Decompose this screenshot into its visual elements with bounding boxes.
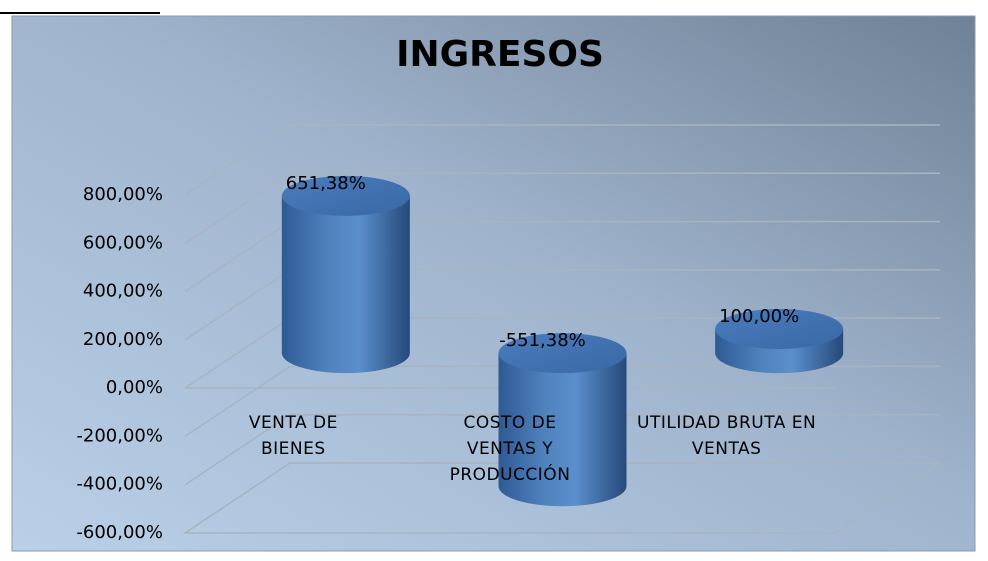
value-label: -551,38% <box>499 330 586 351</box>
cylinder-cap <box>498 333 627 374</box>
y-tick-label: -400,00% <box>76 474 163 495</box>
x-tick-label: VENTA DE BIENES <box>248 413 338 459</box>
x-tick-label: COSTO DE VENTAS Y PRODUCCIÓN <box>449 413 571 485</box>
grid-line <box>184 413 940 486</box>
y-tick-label: 800,00% <box>83 184 163 205</box>
y-tick-label: -200,00% <box>76 425 163 446</box>
y-tick-label: 600,00% <box>83 232 163 253</box>
chart-area <box>11 15 976 552</box>
y-tick-label: -600,00% <box>76 522 163 543</box>
y-tick-label: 200,00% <box>83 329 163 350</box>
value-label: 100,00% <box>719 306 799 327</box>
grid-line <box>184 172 940 244</box>
y-tick-label: 0,00% <box>106 377 163 398</box>
cylinder-body <box>498 353 627 507</box>
grid-line <box>184 462 940 534</box>
y-tick-label: 400,00% <box>83 281 163 302</box>
chart-title: INGRESOS <box>396 34 604 75</box>
cylinder-cap <box>281 175 410 216</box>
value-label: 651,38% <box>286 173 366 194</box>
x-tick-label: UTILIDAD BRUTA EN VENTAS <box>637 413 817 459</box>
cylinder-body <box>281 195 410 374</box>
grid-line <box>184 365 940 438</box>
grid-line <box>184 124 940 196</box>
cylinder-cap <box>715 309 844 349</box>
